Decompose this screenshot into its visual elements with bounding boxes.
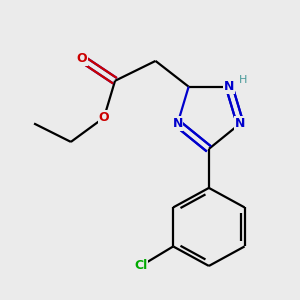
Text: N: N [224,80,234,93]
Text: O: O [76,52,87,65]
Text: N: N [235,117,245,130]
Text: H: H [239,75,247,85]
Text: N: N [172,117,183,130]
Text: O: O [99,111,109,124]
Text: Cl: Cl [134,260,147,272]
